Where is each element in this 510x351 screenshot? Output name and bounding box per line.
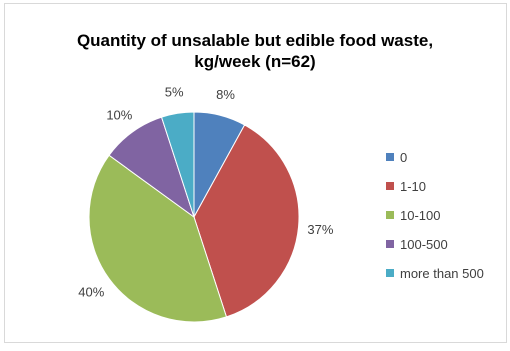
data-label: 40% — [78, 285, 104, 300]
legend-label: 100-500 — [400, 237, 448, 252]
legend-swatch — [386, 153, 394, 161]
pie-slice-1-10 — [193, 124, 300, 318]
chart-title-line-1: Quantity of unsalable but edible food wa… — [76, 31, 434, 50]
legend-label: 1-10 — [400, 179, 426, 194]
legend-swatch — [386, 211, 394, 219]
chart-title-line-2: kg/week (n=62) — [194, 52, 316, 71]
legend-label: more than 500 — [400, 266, 484, 281]
data-label: 37% — [307, 222, 333, 237]
data-label: 8% — [216, 87, 235, 102]
data-label: 5% — [165, 85, 184, 100]
chart-title: Quantity of unsalable but edible food wa… — [0, 30, 510, 72]
legend-label: 10-100 — [400, 208, 440, 223]
data-label: 10% — [106, 107, 132, 122]
pie-slice-10-100 — [88, 154, 228, 323]
legend-swatch — [386, 269, 394, 277]
legend-swatch — [386, 182, 394, 190]
legend-swatch — [386, 240, 394, 248]
pie-slice-more-than-500 — [160, 111, 195, 218]
legend-label: 0 — [400, 150, 407, 165]
